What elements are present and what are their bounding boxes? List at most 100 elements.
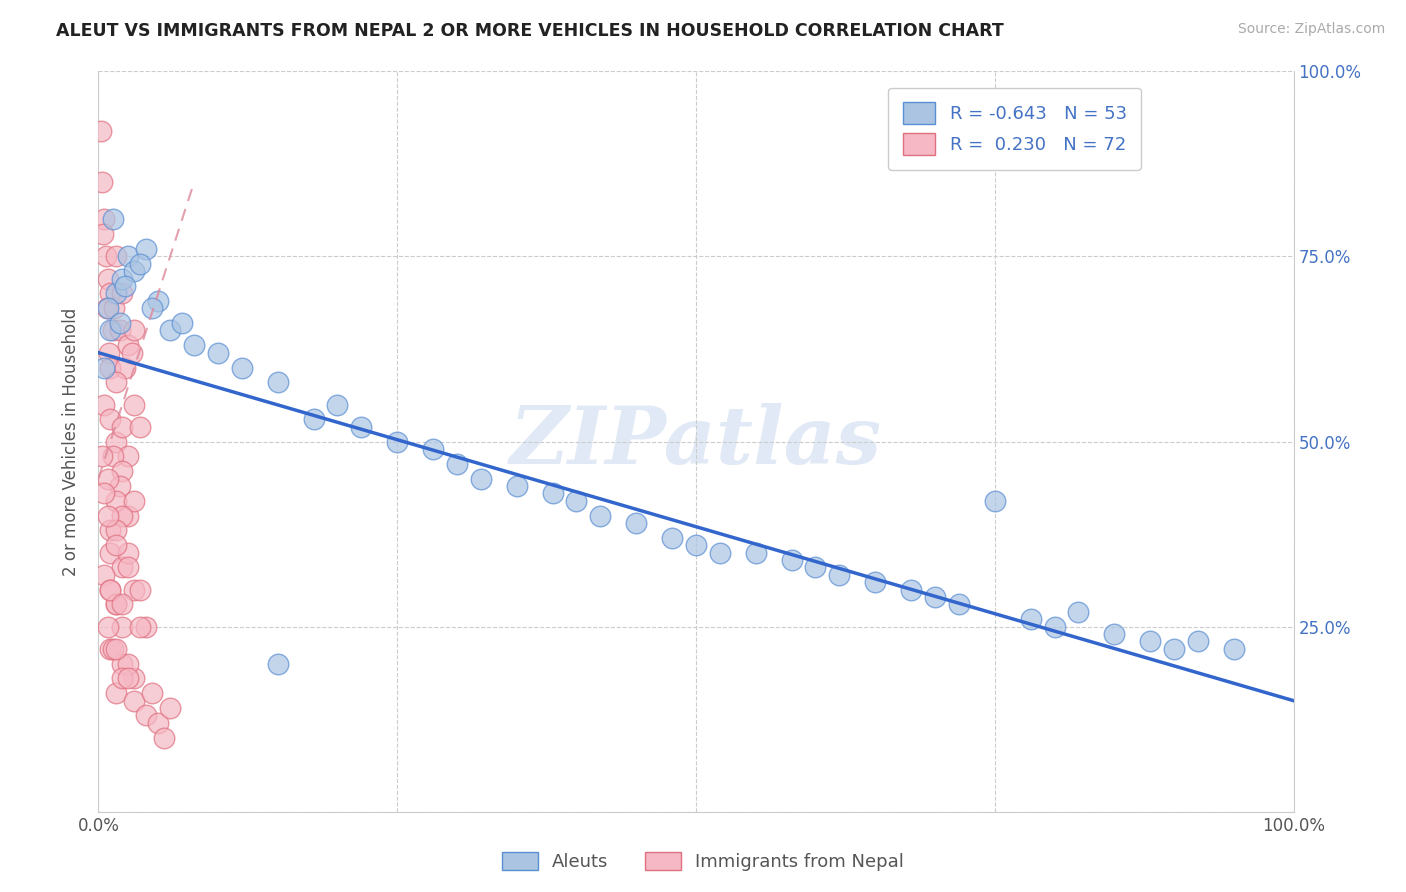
Point [97, 472, 120, 486]
Point [1104, 627, 1126, 641]
Point [101, 450, 124, 464]
Point [141, 301, 163, 316]
Point [98, 641, 122, 656]
Point [231, 360, 253, 375]
Point [900, 582, 922, 597]
Point [111, 619, 134, 633]
Point [105, 376, 128, 390]
Point [948, 598, 970, 612]
Point [105, 493, 128, 508]
Point [105, 434, 128, 449]
Point [117, 657, 139, 671]
Point [924, 590, 946, 604]
Point [108, 316, 131, 330]
Point [111, 598, 134, 612]
Point [111, 419, 134, 434]
Point [129, 582, 152, 597]
Point [1019, 612, 1042, 626]
Point [626, 516, 648, 530]
Point [124, 694, 146, 708]
Point [865, 575, 887, 590]
Point [685, 538, 707, 552]
Text: Source: ZipAtlas.com: Source: ZipAtlas.com [1237, 22, 1385, 37]
Point [207, 345, 229, 359]
Point [111, 464, 134, 478]
Point [93, 398, 115, 412]
Point [105, 686, 128, 700]
Point [114, 279, 136, 293]
Point [98, 582, 122, 597]
Point [984, 493, 1007, 508]
Point [350, 419, 373, 434]
Point [97, 271, 120, 285]
Point [159, 701, 181, 715]
Point [117, 672, 139, 686]
Point [97, 619, 120, 633]
Point [1223, 641, 1246, 656]
Point [94, 250, 117, 264]
Point [105, 598, 128, 612]
Point [117, 560, 139, 574]
Point [98, 546, 122, 560]
Point [98, 324, 122, 338]
Point [101, 324, 124, 338]
Point [111, 672, 134, 686]
Point [93, 567, 115, 582]
Point [541, 486, 564, 500]
Point [97, 508, 120, 523]
Point [98, 286, 122, 301]
Point [385, 434, 409, 449]
Point [91, 227, 114, 242]
Legend: R = -0.643   N = 53, R =  0.230   N = 72: R = -0.643 N = 53, R = 0.230 N = 72 [889, 87, 1142, 169]
Point [709, 546, 731, 560]
Point [111, 271, 134, 285]
Point [105, 598, 128, 612]
Point [172, 316, 194, 330]
Point [117, 450, 139, 464]
Text: ALEUT VS IMMIGRANTS FROM NEPAL 2 OR MORE VEHICLES IN HOUSEHOLD CORRELATION CHART: ALEUT VS IMMIGRANTS FROM NEPAL 2 OR MORE… [56, 22, 1004, 40]
Point [780, 553, 803, 567]
Point [91, 175, 114, 190]
Point [1043, 619, 1066, 633]
Point [124, 582, 146, 597]
Point [117, 546, 139, 560]
Point [103, 301, 125, 316]
Point [117, 250, 139, 264]
Point [148, 715, 170, 730]
Point [745, 546, 768, 560]
Point [111, 508, 134, 523]
Point [98, 345, 121, 359]
Point [124, 398, 146, 412]
Point [129, 619, 152, 633]
Point [105, 524, 128, 538]
Point [124, 493, 146, 508]
Point [124, 264, 146, 278]
Point [129, 419, 152, 434]
Point [98, 582, 122, 597]
Point [111, 560, 134, 574]
Point [124, 672, 146, 686]
Point [105, 641, 128, 656]
Point [108, 324, 131, 338]
Point [148, 293, 170, 308]
Point [105, 250, 128, 264]
Point [111, 657, 134, 671]
Point [97, 301, 120, 316]
Point [1163, 641, 1185, 656]
Point [804, 560, 827, 574]
Point [153, 731, 176, 745]
Point [470, 472, 492, 486]
Point [661, 531, 683, 545]
Point [589, 508, 612, 523]
Point [828, 567, 851, 582]
Point [1187, 634, 1209, 648]
Point [101, 641, 124, 656]
Point [93, 360, 115, 375]
Point [124, 324, 146, 338]
Point [96, 301, 118, 316]
Point [135, 708, 157, 723]
Point [111, 286, 134, 301]
Point [108, 479, 131, 493]
Point [141, 686, 163, 700]
Point [91, 450, 114, 464]
